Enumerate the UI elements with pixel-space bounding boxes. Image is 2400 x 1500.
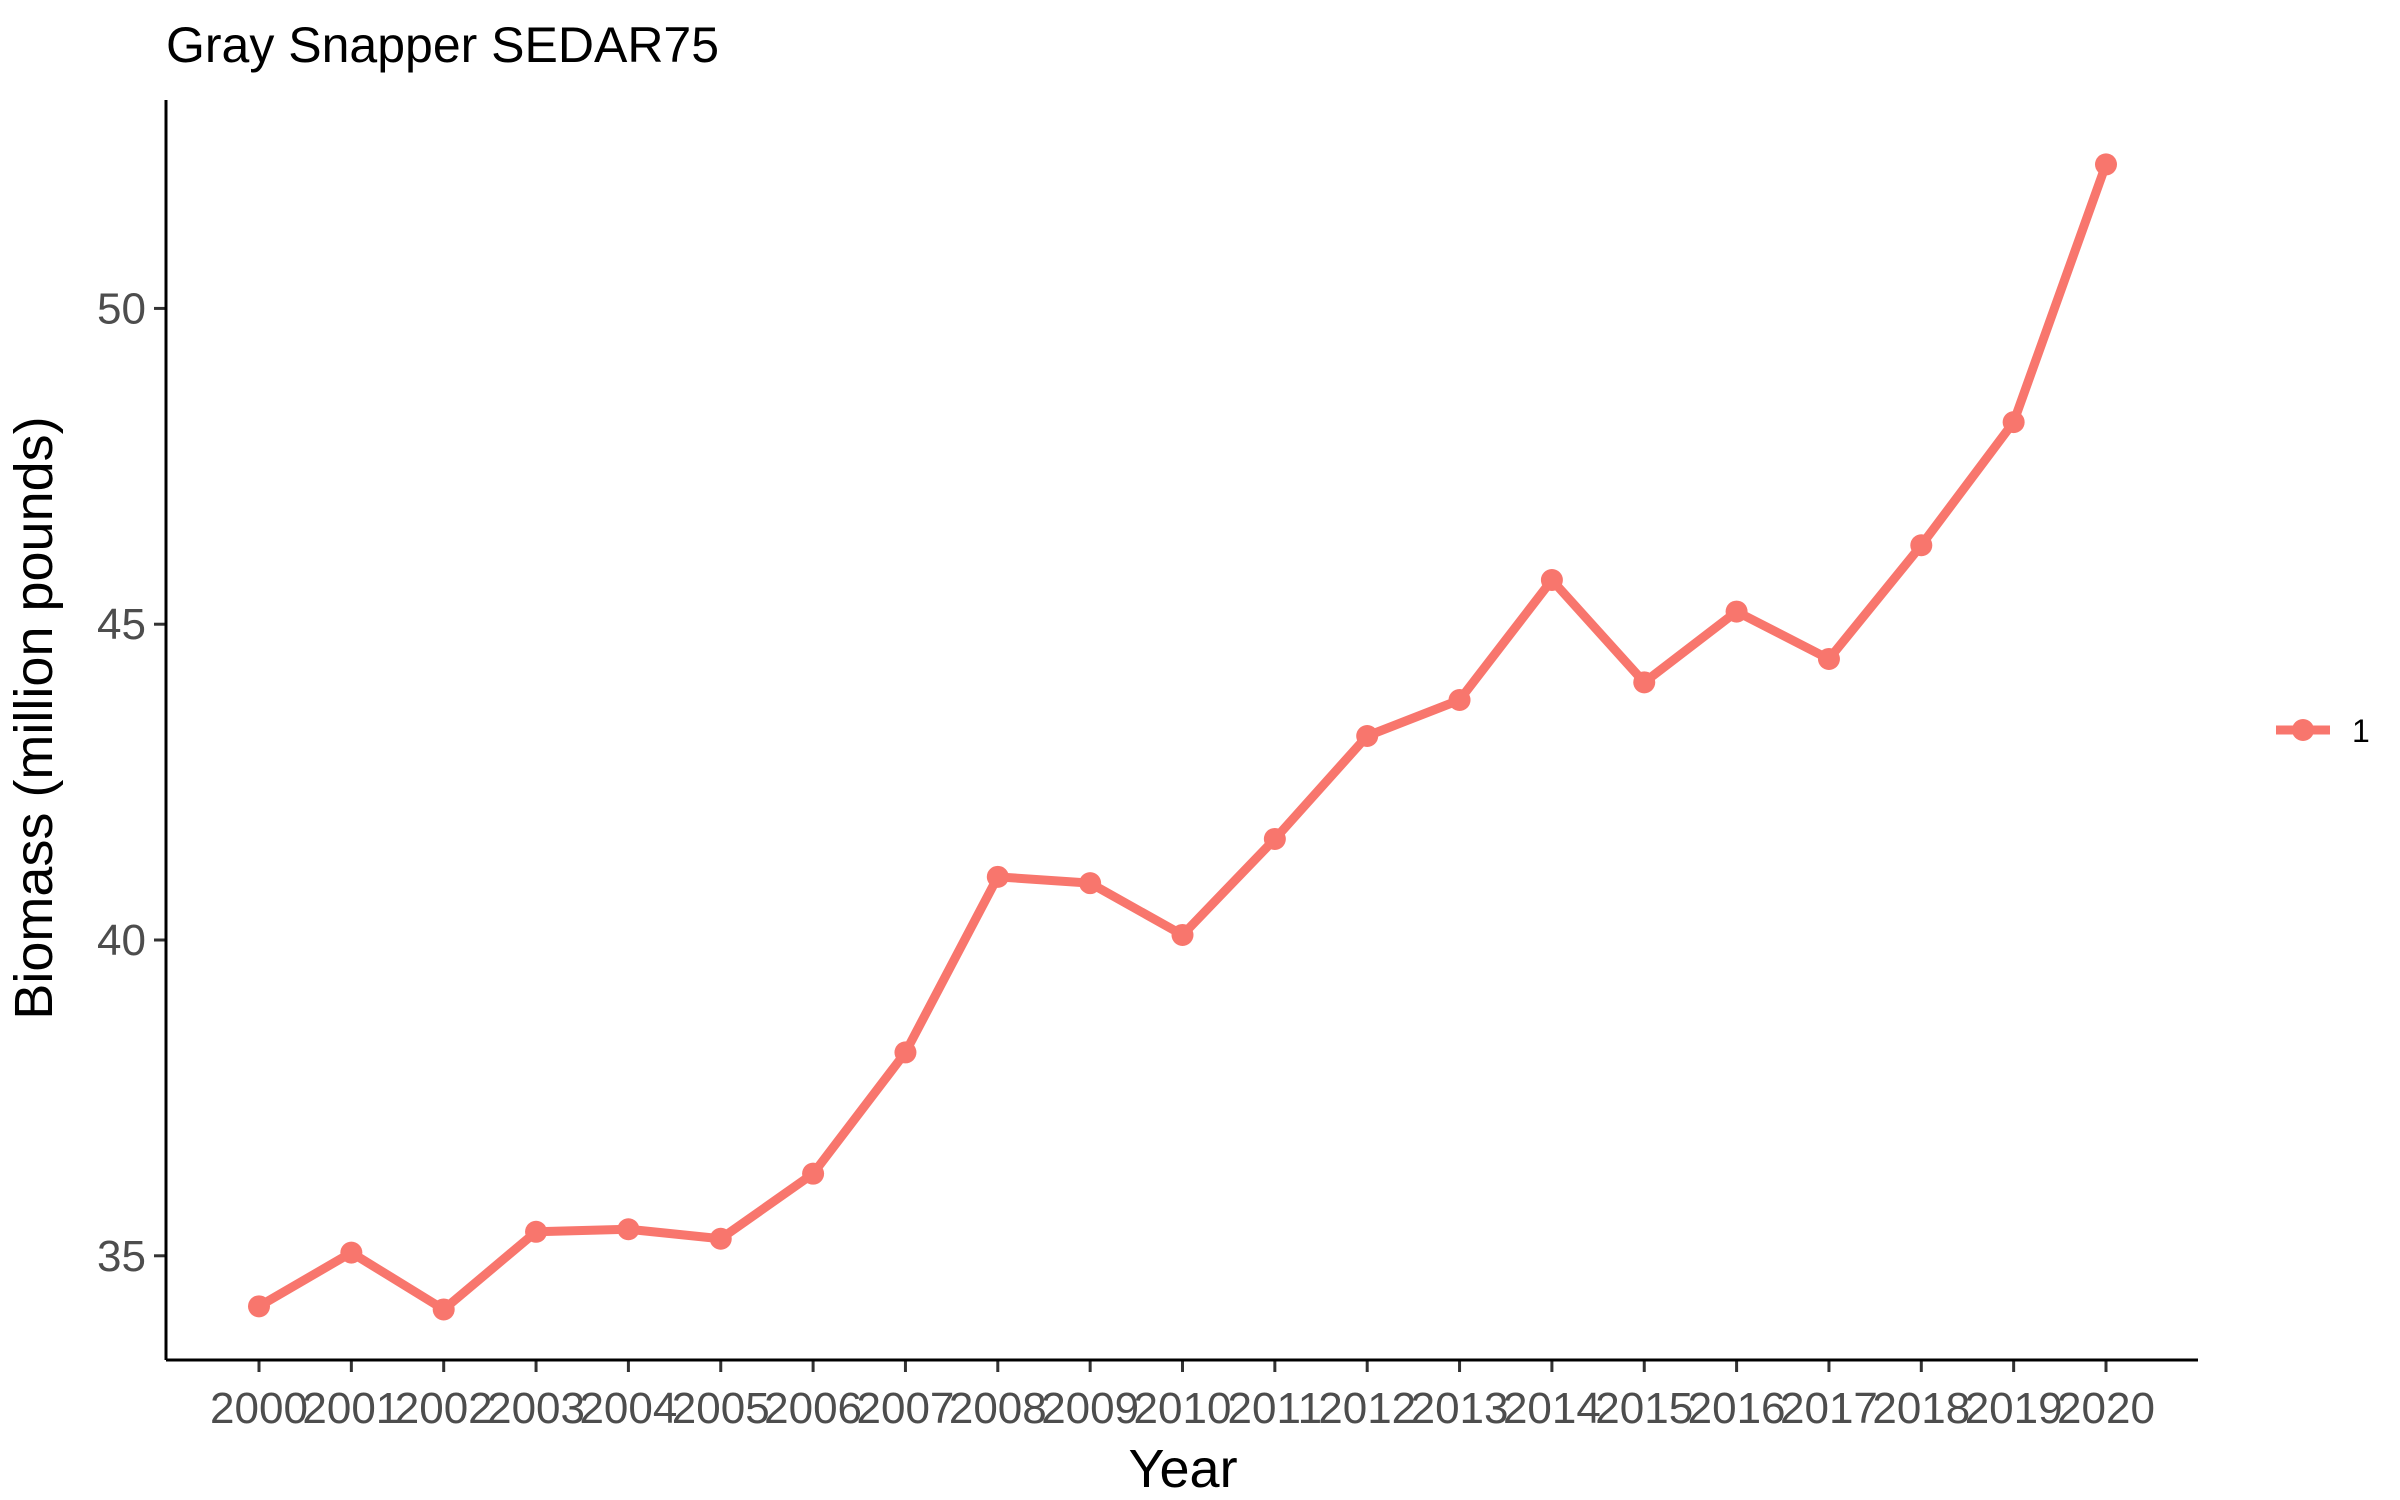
data-point bbox=[1725, 600, 1748, 623]
data-point bbox=[894, 1041, 917, 1064]
x-axis-ticks: 2000200120022003200420052006200720082009… bbox=[210, 1360, 2155, 1433]
x-tick-label: 2020 bbox=[2057, 1384, 2155, 1433]
x-axis-label: Year bbox=[1128, 1439, 1237, 1499]
x-tick-label: 2016 bbox=[1688, 1384, 1786, 1433]
x-tick-label: 2006 bbox=[764, 1384, 862, 1433]
y-tick-label: 40 bbox=[97, 916, 146, 965]
data-point bbox=[986, 865, 1009, 888]
legend-key-point bbox=[2292, 719, 2314, 741]
data-point bbox=[1448, 689, 1471, 711]
x-tick-label: 2003 bbox=[487, 1384, 585, 1433]
data-point bbox=[340, 1241, 363, 1264]
y-tick-label: 35 bbox=[97, 1232, 146, 1281]
data-point bbox=[617, 1218, 640, 1241]
x-tick-label: 2009 bbox=[1041, 1384, 1139, 1433]
series-line bbox=[254, 159, 2111, 1314]
data-point bbox=[2002, 411, 2025, 434]
x-tick-label: 2018 bbox=[1872, 1384, 1970, 1433]
x-tick-label: 2008 bbox=[949, 1384, 1047, 1433]
data-point bbox=[1356, 725, 1379, 747]
series-layer bbox=[248, 153, 2117, 1321]
data-point bbox=[1079, 872, 1102, 895]
data-point bbox=[1171, 923, 1194, 946]
x-tick-label: 2019 bbox=[1965, 1384, 2063, 1433]
data-point bbox=[802, 1162, 825, 1185]
x-tick-label: 2011 bbox=[1228, 1384, 1323, 1433]
y-axis-label: Biomass (million pounds) bbox=[4, 416, 64, 1019]
x-tick-label: 2010 bbox=[1134, 1384, 1232, 1433]
x-tick-label: 2015 bbox=[1595, 1384, 1693, 1433]
y-axis-ticks: 35 40 45 50 bbox=[97, 284, 166, 1281]
x-tick-label: 2013 bbox=[1411, 1384, 1509, 1433]
data-point bbox=[432, 1298, 455, 1321]
x-tick-label: 2004 bbox=[579, 1384, 677, 1433]
legend-label: 1 bbox=[2352, 713, 2370, 749]
data-point bbox=[525, 1220, 548, 1243]
y-tick-label: 50 bbox=[97, 284, 146, 333]
data-point bbox=[1263, 827, 1286, 850]
data-point bbox=[1817, 647, 1840, 670]
data-point bbox=[2095, 153, 2117, 176]
data-point bbox=[709, 1227, 732, 1250]
x-tick-label: 2000 bbox=[210, 1384, 308, 1433]
x-tick-label: 2017 bbox=[1780, 1384, 1878, 1433]
x-tick-label: 2002 bbox=[395, 1384, 493, 1433]
x-tick-label: 2007 bbox=[857, 1384, 955, 1433]
chart-title: Gray Snapper SEDAR75 bbox=[166, 17, 719, 73]
x-tick-label: 2001 bbox=[302, 1384, 400, 1433]
data-point bbox=[1910, 534, 1933, 557]
data-point bbox=[1633, 671, 1656, 694]
y-tick-label: 45 bbox=[97, 600, 146, 649]
x-tick-label: 2014 bbox=[1503, 1384, 1601, 1433]
data-point bbox=[1540, 569, 1563, 591]
legend: 1 bbox=[2276, 713, 2370, 749]
x-tick-label: 2012 bbox=[1318, 1384, 1416, 1433]
x-tick-label: 2005 bbox=[672, 1384, 770, 1433]
data-point bbox=[248, 1295, 270, 1318]
